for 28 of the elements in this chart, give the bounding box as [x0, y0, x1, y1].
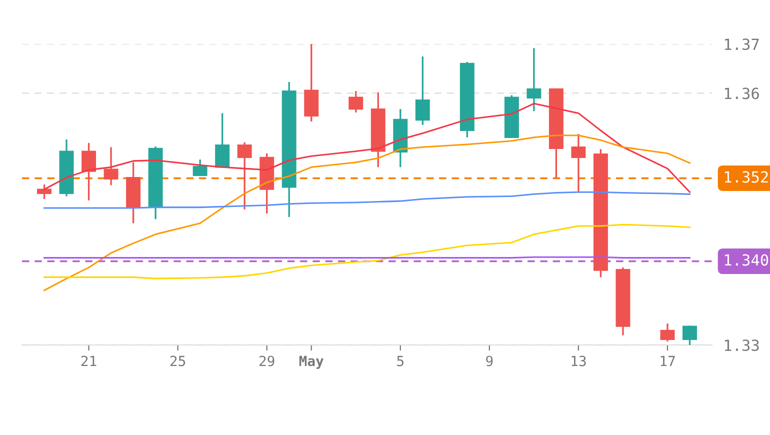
- y-tick-label: 1.33: [724, 340, 759, 352]
- x-tick-label: 17: [660, 356, 675, 366]
- ref-line-label: 1.352: [724, 171, 768, 183]
- line-series: [43, 134, 691, 292]
- candlestick: [215, 112, 230, 168]
- line-series: [43, 224, 691, 280]
- y-tick-label: 1.36: [724, 88, 759, 100]
- candlestick: [682, 324, 697, 345]
- x-tick-label: 5: [397, 356, 404, 366]
- candlestick: [660, 322, 675, 342]
- candlestick: [526, 47, 542, 112]
- candlestick: [237, 141, 252, 210]
- candlestick: [104, 146, 118, 186]
- candlestick: [348, 90, 364, 114]
- y-tick-label: 1.37: [724, 38, 759, 50]
- candlestick: [571, 133, 586, 192]
- candlestick: [82, 142, 96, 202]
- x-tick-label: May: [299, 356, 324, 369]
- ref-line-label: 1.340: [724, 254, 768, 266]
- candlestick: [37, 184, 52, 200]
- line-series: [43, 191, 691, 209]
- x-tick-label: 9: [486, 356, 493, 366]
- x-tick-label: 13: [572, 356, 586, 366]
- candlestick: [415, 56, 430, 126]
- candlestick: [192, 158, 208, 176]
- x-tick-label: 29: [260, 356, 274, 366]
- x-tick-label: 21: [81, 356, 96, 366]
- x-tick-label: 25: [170, 356, 186, 366]
